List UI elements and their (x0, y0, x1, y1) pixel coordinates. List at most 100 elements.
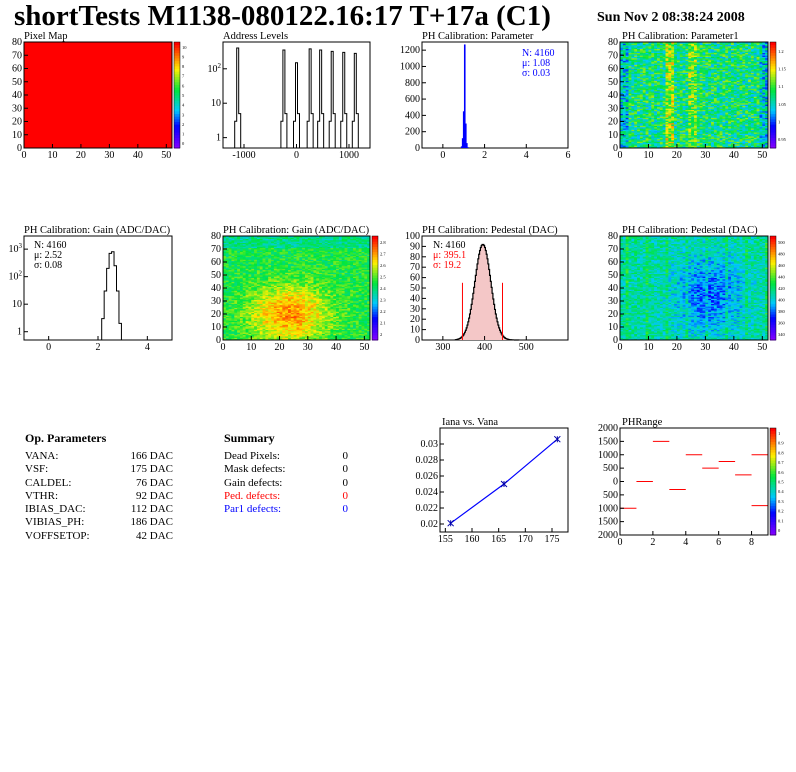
heatmap-cell (225, 280, 230, 282)
heatmap-cell (739, 92, 743, 95)
heatmap-cell (657, 138, 661, 141)
heatmap-cell (725, 91, 729, 93)
heatmap-cell (228, 310, 232, 312)
heatmap-cell (665, 42, 669, 44)
heatmap-cell (725, 109, 729, 112)
heatmap-cell (759, 60, 763, 63)
heatmap-cell (748, 101, 752, 104)
heatmap-cell (237, 268, 241, 271)
heatmap-cell (722, 53, 726, 56)
heatmap-cell (665, 84, 669, 87)
palette-cell (770, 60, 776, 64)
heatmap-cell (237, 262, 241, 264)
heatmap-cell (756, 84, 760, 87)
heatmap-cell (239, 291, 244, 294)
heatmap-cell (748, 144, 752, 146)
heatmap-cell (733, 56, 738, 59)
heatmap-cell (237, 288, 241, 290)
heatmap-cell (731, 89, 735, 92)
heatmap-cell (688, 124, 692, 126)
heatmap-cell (671, 142, 675, 145)
heatmap-cell (685, 55, 689, 57)
heatmap-cell (225, 259, 230, 262)
heatmap-cell (691, 51, 695, 53)
heatmap-cell (679, 49, 684, 52)
heatmap-cell (674, 98, 678, 101)
heatmap-cell (753, 69, 758, 72)
heatmap-cell (685, 57, 689, 60)
heatmap-cell (748, 117, 752, 120)
heatmap-cell (637, 96, 641, 99)
heatmap-cell (694, 104, 698, 106)
heatmap-cell (676, 113, 681, 116)
heatmap-cell (676, 73, 681, 76)
heatmap-cell (223, 272, 227, 275)
heatmap-cell (691, 88, 695, 91)
heatmap-cell (711, 71, 715, 73)
heatmap-cell (676, 106, 681, 109)
heatmap-cell (642, 84, 647, 87)
heatmap-cell (685, 137, 689, 140)
heatmap-cell (725, 87, 729, 89)
heatmap-cell (637, 118, 641, 121)
heatmap-cell (662, 137, 666, 140)
heatmap-cell (662, 51, 666, 53)
heatmap-cell (645, 105, 649, 108)
heatmap-cell (628, 141, 632, 144)
heatmap-cell (645, 53, 649, 56)
palette-cell (770, 121, 776, 125)
heatmap-cell (242, 312, 247, 315)
heatmap-cell (634, 42, 638, 44)
heatmap-cell (671, 136, 675, 138)
heatmap-cell (728, 51, 732, 53)
heatmap-cell (719, 67, 723, 69)
heatmap-cell (694, 120, 698, 122)
heatmap-cell (665, 134, 669, 137)
heatmap-cell (753, 60, 758, 63)
palette-label: 0 (182, 141, 185, 146)
palette-label: 1.15 (778, 67, 787, 72)
heatmap-cell (676, 76, 681, 79)
heatmap-cell (753, 93, 758, 96)
heatmap-cell (716, 141, 721, 144)
heatmap-cell (696, 67, 701, 69)
heatmap-cell (628, 49, 632, 52)
heatmap-cell (676, 88, 681, 91)
heatmap-cell (694, 134, 698, 137)
heatmap-cell (748, 83, 752, 85)
heatmap-cell (679, 68, 684, 71)
heatmap-cell (679, 102, 684, 105)
heatmap-cell (765, 130, 769, 133)
heatmap-cell (637, 141, 641, 144)
heatmap-cell (739, 57, 743, 60)
heatmap-cell (708, 117, 712, 120)
heatmap-cell (631, 136, 635, 138)
heatmap-cell (739, 142, 743, 145)
heatmap-cell (676, 140, 681, 142)
heatmap-cell (657, 87, 661, 89)
heatmap-cell (719, 45, 723, 48)
heatmap-cell (728, 75, 732, 77)
heatmap-cell (679, 48, 684, 51)
heatmap-cell (231, 330, 235, 333)
heatmap-cell (682, 120, 686, 122)
y-tick-label: 400 (405, 110, 420, 121)
heatmap-cell (622, 53, 627, 56)
heatmap-cell (239, 267, 244, 269)
heatmap-cell (748, 71, 752, 73)
heatmap-cell (654, 96, 658, 99)
heatmap-cell (762, 116, 766, 118)
heatmap-cell (651, 145, 655, 148)
heatmap-cell (639, 87, 644, 89)
pixel-map-fill (24, 42, 172, 148)
heatmap-cell (237, 282, 241, 285)
heatmap-cell (762, 57, 766, 60)
heatmap-cell (753, 97, 758, 100)
heatmap-cell (239, 293, 244, 295)
heatmap-cell (634, 105, 638, 108)
heatmap-cell (736, 128, 740, 130)
heatmap-cell (668, 145, 672, 148)
heatmap-cell (648, 97, 652, 100)
heatmap-cell (676, 125, 681, 128)
heatmap-cell (642, 45, 647, 48)
